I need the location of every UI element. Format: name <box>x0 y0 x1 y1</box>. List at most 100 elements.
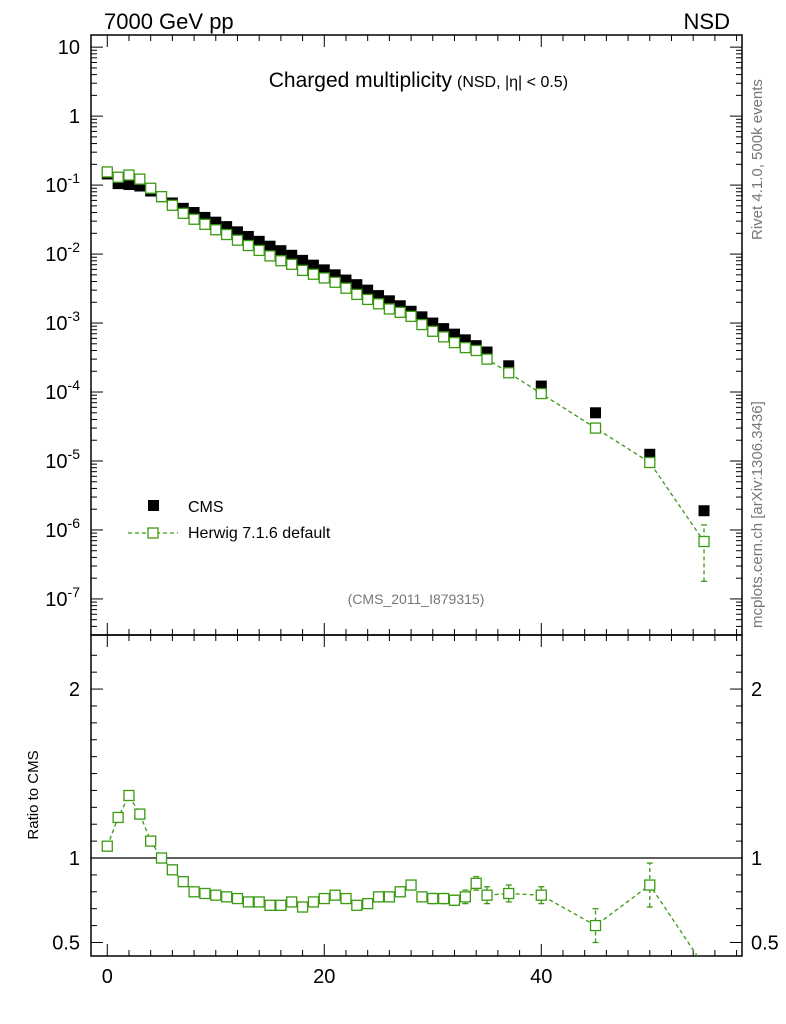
cms-data-point <box>503 360 515 372</box>
herwig-data-point <box>459 341 471 354</box>
y-tick-mantissa: 10 <box>45 520 67 542</box>
ratio-y-tick-label-left: 0.5 <box>52 932 80 954</box>
ratio-data-point <box>242 896 254 908</box>
cms-data-point <box>535 380 547 392</box>
header-process-label: NSD <box>684 9 730 34</box>
herwig-data-point <box>242 239 254 252</box>
cms-data-point <box>698 505 710 517</box>
ratio-y-tick-label-left: 1 <box>69 848 80 870</box>
mcplots-reference-label: mcplots.cern.ch [arXiv:1306.3436] <box>749 401 766 628</box>
y-tick-mantissa: 10 <box>45 451 67 473</box>
y-tick-mantissa: 10 <box>45 313 67 335</box>
legend-cms-marker <box>148 500 159 511</box>
herwig-data-point <box>448 336 461 349</box>
herwig-data-point <box>394 306 406 318</box>
plot-title-selection: (NSD, |η| < 0.5) <box>457 74 568 91</box>
cms-data-point <box>590 407 602 419</box>
herwig-data-point <box>698 535 710 548</box>
y-tick-exponent: -2 <box>68 239 81 255</box>
herwig-data-point <box>166 199 179 211</box>
herwig-data-point <box>210 224 222 236</box>
herwig-data-point <box>307 268 320 280</box>
cms-data-point <box>448 328 460 340</box>
herwig-data-point <box>437 331 450 343</box>
ratio-data-point <box>503 887 515 900</box>
herwig-data-point <box>134 173 146 185</box>
herwig-data-point <box>199 218 211 230</box>
ratio-data-point <box>307 896 320 908</box>
cms-data-point <box>231 226 243 238</box>
herwig-data-point <box>253 244 265 257</box>
y-tick-mantissa: 10 <box>58 37 80 59</box>
y-tick-label: 10-4 <box>45 377 80 404</box>
ratio-data-point <box>166 864 179 876</box>
ratio-data-point <box>427 892 439 905</box>
cms-data-point <box>318 264 330 276</box>
cms-data-point <box>373 290 385 302</box>
cms-data-point <box>188 207 200 219</box>
ratio-data-point <box>448 894 461 906</box>
herwig-data-point <box>296 264 309 277</box>
main-data-marks <box>101 166 710 582</box>
ratio-data-point <box>699 961 709 971</box>
cms-data-point <box>438 323 450 335</box>
herwig-data-point <box>481 353 493 365</box>
x-tick-label: 20 <box>313 966 335 988</box>
ratio-data-point <box>372 891 385 903</box>
ratio-data-point <box>394 886 406 898</box>
herwig-data-point <box>340 282 352 294</box>
analysis-tag: (CMS_2011_I879315) <box>348 591 485 607</box>
herwig-data-point <box>589 422 602 434</box>
ratio-data-point <box>253 896 265 908</box>
ratio-data-point <box>318 892 330 905</box>
cms-data-point <box>123 178 135 190</box>
y-tick-exponent: -4 <box>68 377 81 393</box>
legend-herwig-marker <box>147 527 159 539</box>
cms-data-point <box>297 254 309 266</box>
header-energy-label: 7000 GeV pp <box>104 9 234 34</box>
cms-data-point <box>134 180 146 192</box>
ratio-data-point <box>340 892 352 905</box>
ratio-data-point <box>644 879 656 891</box>
y-tick-mantissa: 10 <box>45 589 67 611</box>
main-plot-frame <box>90 34 743 636</box>
legend-cms-label: CMS <box>188 499 224 516</box>
x-tick-labels: 0 20 40 <box>102 966 553 988</box>
cms-data-point <box>329 269 341 281</box>
herwig-data-point <box>362 293 374 306</box>
cms-data-point <box>340 274 352 286</box>
ratio-data-point <box>296 901 309 913</box>
cms-data-point <box>481 346 493 358</box>
herwig-data-point <box>416 318 428 331</box>
ratio-series-group <box>101 789 709 971</box>
cms-data-point <box>253 235 265 247</box>
y-tick-exponent: -7 <box>68 584 81 600</box>
y-tick-label: 10-7 <box>45 584 80 611</box>
cms-data-point <box>210 216 222 228</box>
cms-data-point <box>275 245 287 257</box>
ratio-data-point <box>362 897 374 910</box>
y-tick-label: 10-1 <box>45 170 80 197</box>
y-tick-label: 10-5 <box>45 446 80 473</box>
cms-data-point <box>112 178 124 190</box>
ratio-data-point <box>112 811 124 824</box>
herwig-data-point <box>145 182 157 194</box>
y-tick-exponent: -1 <box>68 170 81 186</box>
y-tick-mantissa: 1 <box>69 106 80 128</box>
y-tick-label: 10 <box>58 37 80 59</box>
ratio-data-point <box>437 892 450 905</box>
ratio-data-point <box>329 889 341 901</box>
ratio-y-axis-label: Ratio to CMS <box>25 750 42 839</box>
ratio-data-point <box>188 886 200 898</box>
plot-title: Charged multiplicity <box>269 69 453 92</box>
ratio-y-tick-label-right: 0.5 <box>751 932 779 954</box>
herwig-data-point <box>112 171 124 183</box>
ratio-data-point <box>351 899 363 911</box>
ratio-data-point <box>383 891 396 903</box>
ratio-plot-panel: 2 2 1 1 0.5 0.5 Ratio to CMS <box>25 634 779 971</box>
ratio-data-point <box>155 852 168 864</box>
herwig-data-point <box>177 207 189 219</box>
